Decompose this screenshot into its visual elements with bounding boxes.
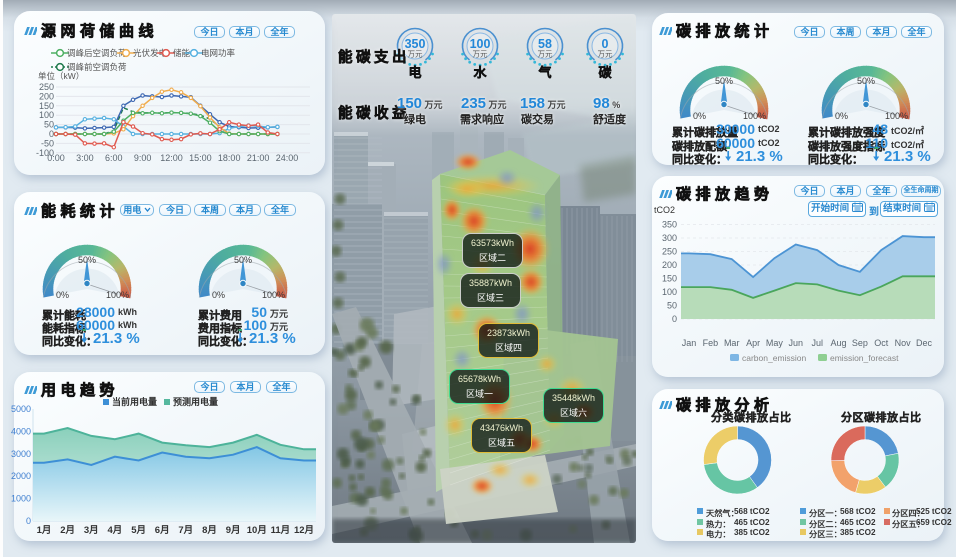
svg-text:50%: 50% [78,255,96,265]
svg-text:0: 0 [49,129,54,139]
svg-text:15:00: 15:00 [189,153,212,163]
svg-text:50%: 50% [857,76,875,86]
svg-text:光伏发电: 光伏发电 [133,48,168,58]
svg-text:10月: 10月 [247,525,267,536]
svg-text:9月: 9月 [226,525,241,536]
svg-text:100: 100 [470,37,491,51]
svg-text:4000: 4000 [11,426,31,436]
svg-text:3月: 3月 [84,525,99,536]
svg-text:150: 150 [39,101,54,111]
svg-text:万元: 万元 [598,50,613,59]
svg-text:18:00: 18:00 [218,153,241,163]
svg-text:5月: 5月 [131,525,146,536]
svg-text:1000: 1000 [11,494,31,504]
svg-text:电网功率: 电网功率 [201,48,236,58]
svg-text:Mar: Mar [724,338,740,348]
svg-text:350: 350 [405,37,426,51]
svg-text:0: 0 [602,37,609,51]
svg-text:350: 350 [662,220,677,230]
svg-text:Dec: Dec [916,338,933,348]
svg-text:Apr: Apr [746,338,760,348]
svg-text:250: 250 [39,82,54,92]
svg-text:250: 250 [662,247,677,257]
svg-text:Aug: Aug [830,338,846,348]
svg-text:100%: 100% [885,111,908,121]
svg-text:水: 水 [473,65,487,80]
svg-text:-50: -50 [41,138,54,148]
svg-text:50%: 50% [234,255,252,265]
svg-text:Jul: Jul [811,338,823,348]
svg-text:12月: 12月 [294,525,314,536]
svg-text:150: 150 [662,274,677,284]
svg-text:50%: 50% [715,76,733,86]
svg-text:300: 300 [662,233,677,243]
svg-text:100%: 100% [106,290,129,300]
svg-text:1月: 1月 [37,525,52,536]
svg-text:单位（kW）: 单位（kW） [38,71,84,81]
svg-text:0: 0 [26,516,31,526]
svg-text:tCO2: tCO2 [654,205,675,215]
svg-text:8月: 8月 [202,525,217,536]
svg-text:-100: -100 [36,148,54,158]
svg-text:100%: 100% [743,111,766,121]
svg-text:Sep: Sep [852,338,868,348]
svg-text:当前用电量: 当前用电量 [112,396,157,407]
svg-text:200: 200 [662,260,677,270]
svg-text:50: 50 [667,301,677,311]
svg-text:万元: 万元 [473,50,488,59]
svg-text:Nov: Nov [895,338,912,348]
svg-text:2月: 2月 [60,525,75,536]
svg-text:100%: 100% [262,290,285,300]
svg-text:Oct: Oct [874,338,889,348]
svg-text:6月: 6月 [155,525,170,536]
svg-text:50: 50 [44,120,54,130]
svg-text:May: May [766,338,784,348]
svg-text:0%: 0% [212,290,225,300]
svg-text:200: 200 [39,91,54,101]
svg-text:储能: 储能 [173,48,191,58]
svg-text:2000: 2000 [11,471,31,481]
svg-text:Jan: Jan [682,338,697,348]
svg-text:24:00: 24:00 [276,153,299,163]
svg-text:21:00: 21:00 [247,153,270,163]
svg-text:11月: 11月 [271,525,291,536]
svg-text:100: 100 [662,287,677,297]
svg-text:12:00: 12:00 [160,153,183,163]
svg-text:万元: 万元 [538,50,553,59]
svg-text:碳: 碳 [598,65,612,80]
svg-text:6:00: 6:00 [105,153,123,163]
svg-text:Jun: Jun [789,338,804,348]
svg-text:电: 电 [408,65,421,80]
svg-text:预测用电量: 预测用电量 [173,396,218,407]
svg-text:carbon_emission: carbon_emission [742,353,807,363]
svg-text:58: 58 [538,37,552,51]
svg-text:5000: 5000 [11,404,31,414]
svg-text:气: 气 [538,65,551,80]
svg-text:Feb: Feb [703,338,719,348]
svg-text:0: 0 [672,314,677,324]
svg-text:4月: 4月 [108,525,123,536]
svg-text:3:00: 3:00 [76,153,94,163]
svg-text:0:00: 0:00 [47,153,65,163]
svg-text:9:00: 9:00 [134,153,152,163]
svg-text:调峰后空调负荷: 调峰后空调负荷 [67,48,127,58]
svg-text:emission_forecast: emission_forecast [830,353,899,363]
svg-text:0%: 0% [835,111,848,121]
svg-text:0%: 0% [56,290,69,300]
svg-text:万元: 万元 [408,50,423,59]
svg-text:7月: 7月 [178,525,193,536]
svg-text:100: 100 [39,110,54,120]
svg-text:0%: 0% [693,111,706,121]
svg-text:3000: 3000 [11,449,31,459]
svg-text:调峰前空调负荷: 调峰前空调负荷 [67,62,127,72]
